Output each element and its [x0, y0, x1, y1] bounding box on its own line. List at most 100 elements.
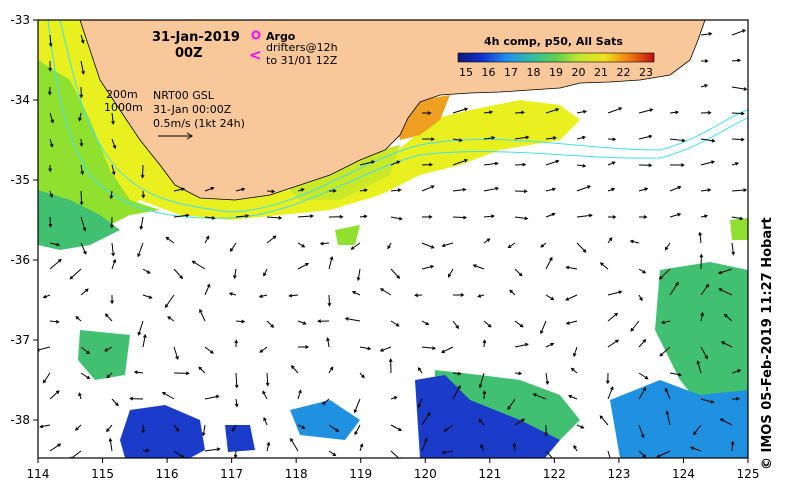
current-arrow-icon: [576, 135, 586, 140]
current-arrow-icon: [417, 367, 423, 374]
current-arrow-icon: [638, 294, 643, 302]
australia-land: [38, 20, 706, 201]
current-arrow-icon: [576, 424, 585, 429]
current-arrow-icon: [421, 320, 430, 326]
current-arrow-icon: [290, 437, 299, 452]
current-arrow-icon: [576, 163, 587, 168]
current-arrow-icon: [638, 108, 654, 114]
current-arrow-icon: [572, 346, 578, 357]
current-arrow-icon: [507, 398, 516, 411]
current-arrow-icon: [477, 294, 485, 298]
current-arrow-icon: [669, 138, 686, 143]
current-arrow-icon: [321, 398, 330, 406]
current-arrow-icon: [326, 337, 330, 348]
current-arrow-icon: [390, 188, 402, 193]
current-arrow-icon: [266, 320, 275, 328]
current-arrow-icon: [108, 437, 113, 452]
current-arrow-icon: [201, 424, 206, 437]
current-arrow-icon: [319, 241, 330, 246]
plot-frame: [37, 19, 749, 459]
drifter-marker-icon: <: [249, 46, 262, 64]
current-arrow-icon: [421, 215, 433, 219]
current-arrow-icon: [440, 346, 454, 353]
current-arrow-icon: [514, 216, 529, 221]
current-arrow-icon: [297, 424, 306, 429]
current-arrow-icon: [452, 293, 465, 297]
current-arrow-icon: [109, 216, 114, 229]
current-arrow-icon: [173, 424, 180, 432]
current-arrow-icon: [452, 215, 468, 220]
current-arrow-icon: [731, 58, 742, 63]
current-arrow-icon: [638, 215, 648, 219]
current-arrow-icon: [387, 242, 392, 250]
current-arrow-icon: [731, 188, 748, 192]
argo-marker-icon: [251, 30, 261, 40]
current-arrow-icon: [509, 289, 516, 296]
lon-tick-label: 117: [220, 467, 243, 481]
current-arrow-icon: [540, 320, 547, 335]
current-arrow-icon: [328, 214, 344, 219]
current-arrow-icon: [229, 242, 237, 252]
current-arrow-icon: [388, 358, 393, 374]
lat-tick-label: -33: [10, 13, 30, 27]
current-arrow-icon: [142, 294, 153, 299]
current-arrow-icon: [630, 320, 640, 332]
current-arrow-icon: [328, 366, 334, 374]
current-arrow-icon: [478, 418, 485, 426]
current-arrow-icon: [700, 311, 704, 322]
current-arrow-icon: [545, 372, 550, 386]
scale-arrow-icon: [158, 132, 193, 140]
lat-tick-label: -38: [10, 413, 30, 427]
current-arrow-icon: [514, 110, 525, 115]
current-arrow-icon: [717, 268, 733, 275]
current-arrow-icon: [482, 339, 487, 348]
lon-axis: 114 115 116 117 118 119 120 121 122 123 124 125: [27, 458, 759, 481]
lat-tick-label: -36: [10, 253, 30, 267]
lon-tick-label: 114: [27, 467, 50, 481]
current-arrow-icon: [390, 450, 401, 458]
current-arrow-icon: [235, 319, 246, 324]
current-arrow-icon: [483, 136, 496, 140]
current-arrow-icon: [414, 293, 423, 298]
colorbar-ticks: 15 16 17 18 19 20 21 22 23: [459, 66, 653, 79]
current-arrow-icon: [607, 187, 616, 192]
current-arrow-icon: [447, 268, 454, 278]
current-arrow-icon: [80, 346, 91, 355]
current-arrow-icon: [472, 264, 485, 270]
isobath-contours: [47, 20, 748, 219]
contour-1000-label: 1000m: [104, 101, 143, 114]
current-arrow-icon: [359, 188, 368, 193]
current-arrow-icon: [638, 372, 649, 380]
current-arrow-icon: [545, 108, 560, 114]
lon-tick-label: 124: [672, 467, 695, 481]
current-arrow-icon: [265, 372, 270, 387]
lon-tick-label: 115: [91, 467, 114, 481]
current-arrow-icon: [80, 60, 85, 75]
current-arrow-icon: [669, 212, 682, 218]
current-arrow-icon: [599, 415, 609, 426]
current-arrow-icon: [421, 137, 435, 141]
current-arrow-icon: [700, 160, 716, 166]
current-arrow-icon: [507, 242, 516, 249]
current-arrow-icon: [696, 360, 702, 374]
current-arrow-icon: [75, 315, 82, 322]
current-arrow-icon: [570, 367, 578, 374]
current-arrow-icon: [421, 242, 435, 249]
current-arrow-icon: [327, 294, 332, 307]
current-arrow-icon: [231, 424, 237, 432]
current-arrow-icon: [80, 216, 87, 232]
current-arrow-icon: [199, 308, 206, 322]
current-arrow-icon: [141, 424, 146, 434]
current-arrow-icon: [290, 365, 299, 374]
current-arrow-icon: [607, 290, 623, 296]
current-arrow-icon: [638, 450, 647, 458]
current-arrow-icon: [111, 138, 117, 150]
colorbar-tick-label: 21: [594, 66, 608, 79]
current-arrow-icon: [514, 320, 524, 328]
current-arrow-icon: [565, 265, 578, 270]
current-arrow-icon: [700, 188, 712, 192]
current-arrow-icon: [129, 396, 144, 401]
current-arrow-icon: [514, 371, 523, 376]
drifters-label: drifters@12h: [266, 41, 338, 54]
date-title: 31-Jan-2019: [152, 30, 240, 45]
